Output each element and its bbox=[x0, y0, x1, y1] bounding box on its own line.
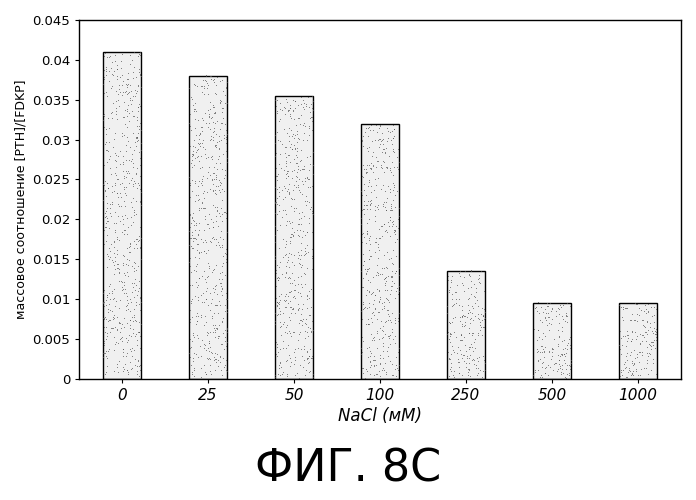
Y-axis label: массовое соотношение [PTH]/[FDKP]: массовое соотношение [PTH]/[FDKP] bbox=[15, 80, 28, 319]
Bar bbox=[103, 52, 141, 379]
Text: ФИГ. 8С: ФИГ. 8С bbox=[255, 447, 441, 490]
Bar bbox=[361, 124, 400, 379]
Bar bbox=[447, 271, 485, 379]
Bar bbox=[619, 303, 657, 379]
Bar bbox=[275, 96, 313, 379]
Bar bbox=[189, 76, 228, 379]
Bar bbox=[532, 303, 571, 379]
X-axis label: NaCl (мМ): NaCl (мМ) bbox=[338, 407, 422, 425]
